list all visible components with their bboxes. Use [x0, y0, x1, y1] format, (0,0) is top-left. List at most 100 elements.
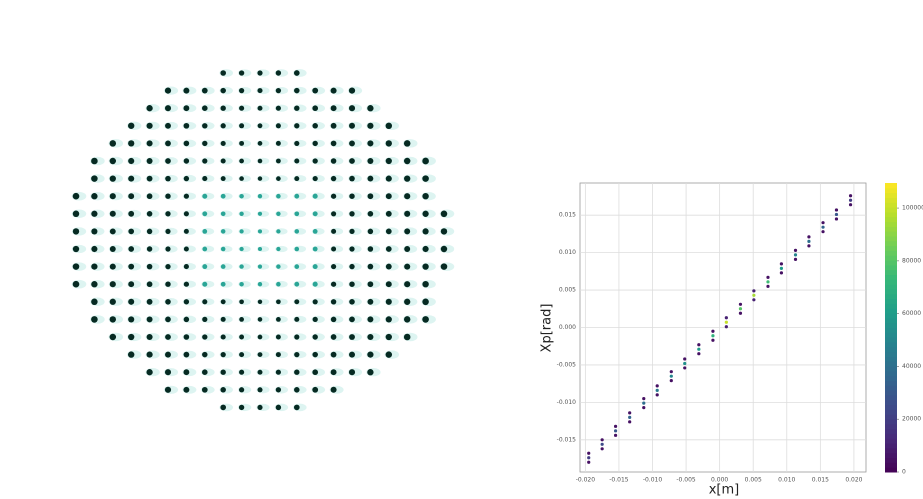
beamlet [385, 351, 393, 358]
beamlet [109, 333, 117, 341]
beamlet [238, 70, 245, 76]
colorbar-cell [885, 183, 897, 189]
point [738, 307, 743, 311]
beamlet [294, 176, 300, 182]
beamlet [257, 158, 263, 164]
point [642, 397, 646, 401]
beamlet [239, 123, 245, 129]
point [738, 302, 743, 306]
beamlet [128, 316, 135, 323]
x-tick-label: -0.005 [676, 477, 696, 484]
beamlet [239, 229, 244, 234]
beamlet [183, 334, 190, 340]
beamlet [183, 299, 190, 305]
colorbar-cell [885, 187, 897, 194]
beamlet [276, 299, 281, 305]
point [711, 334, 715, 338]
beamlet [330, 316, 337, 323]
beamlet [294, 334, 300, 340]
beamlet [220, 229, 226, 234]
point [834, 208, 839, 212]
beamlet [238, 387, 245, 393]
point [848, 194, 853, 198]
point [807, 239, 811, 243]
beamlet [72, 280, 80, 288]
beamlet [349, 281, 355, 287]
y-tick-label: 0.005 [559, 287, 576, 294]
beamlet [257, 334, 263, 340]
colorbar-cell [885, 322, 897, 328]
beamlet [330, 369, 337, 376]
beamlet [72, 228, 80, 235]
colorbar-cell [885, 202, 897, 208]
beamlet [164, 87, 172, 94]
colorbar-cell [885, 245, 897, 251]
beamlet [183, 386, 190, 393]
x-axis-label: x[m] [709, 483, 740, 498]
beamlet [91, 281, 98, 288]
beamlet [109, 263, 116, 270]
beamlet [165, 122, 171, 129]
colorbar-cell [885, 394, 897, 401]
beamlet [367, 263, 374, 270]
point [613, 429, 618, 433]
beamlet [146, 333, 153, 341]
beamlet [91, 316, 98, 323]
beamlet [348, 105, 356, 112]
beamlet [294, 87, 300, 94]
point [821, 225, 825, 229]
point [766, 280, 770, 284]
colorbar-cell [885, 428, 897, 434]
beamlet [202, 140, 208, 147]
beamlet [91, 193, 98, 200]
beamlet [330, 158, 337, 164]
colorbar-cell [885, 438, 897, 444]
beamlet [128, 281, 135, 288]
beamlet [202, 316, 208, 323]
point [724, 320, 728, 324]
beamlet [294, 123, 300, 129]
point [628, 420, 632, 424]
beamlet [165, 246, 171, 252]
beamlet [257, 404, 263, 410]
beamlet [275, 140, 281, 146]
beamlet [385, 281, 392, 288]
beamlet [109, 246, 116, 252]
beamlet [367, 193, 374, 200]
beamlet [128, 228, 135, 235]
beamlet [385, 263, 392, 270]
beamlet [146, 246, 153, 252]
beamlet [403, 333, 411, 341]
beamlet [202, 176, 208, 182]
beamlet [331, 228, 337, 234]
point [642, 401, 646, 405]
colorbar-cell [885, 216, 897, 223]
beamlet [276, 264, 281, 269]
beamlet [257, 229, 263, 234]
y-tick-label: 0.000 [559, 324, 576, 331]
beamlet [276, 193, 281, 199]
beamlet [72, 263, 80, 270]
beamlet [220, 351, 226, 358]
colorbar-cell [885, 192, 897, 198]
beamlet [349, 228, 355, 235]
colorbar-cell [885, 317, 897, 324]
beamlet [275, 352, 281, 358]
point [697, 347, 701, 351]
point [613, 424, 618, 428]
beamlet [257, 387, 263, 393]
beamlet [109, 193, 116, 200]
beamlet [128, 210, 135, 217]
point [697, 343, 701, 347]
beamlet [109, 228, 116, 235]
beamlet [109, 140, 117, 147]
beamlet [165, 263, 171, 270]
beamlet [164, 386, 172, 393]
beamlet [312, 211, 318, 217]
x-tick-label: 0.020 [845, 477, 862, 484]
beamlet [91, 228, 98, 235]
beamlet [220, 176, 226, 182]
point [711, 329, 715, 333]
beamlet [220, 369, 226, 375]
beamlet [275, 87, 282, 94]
